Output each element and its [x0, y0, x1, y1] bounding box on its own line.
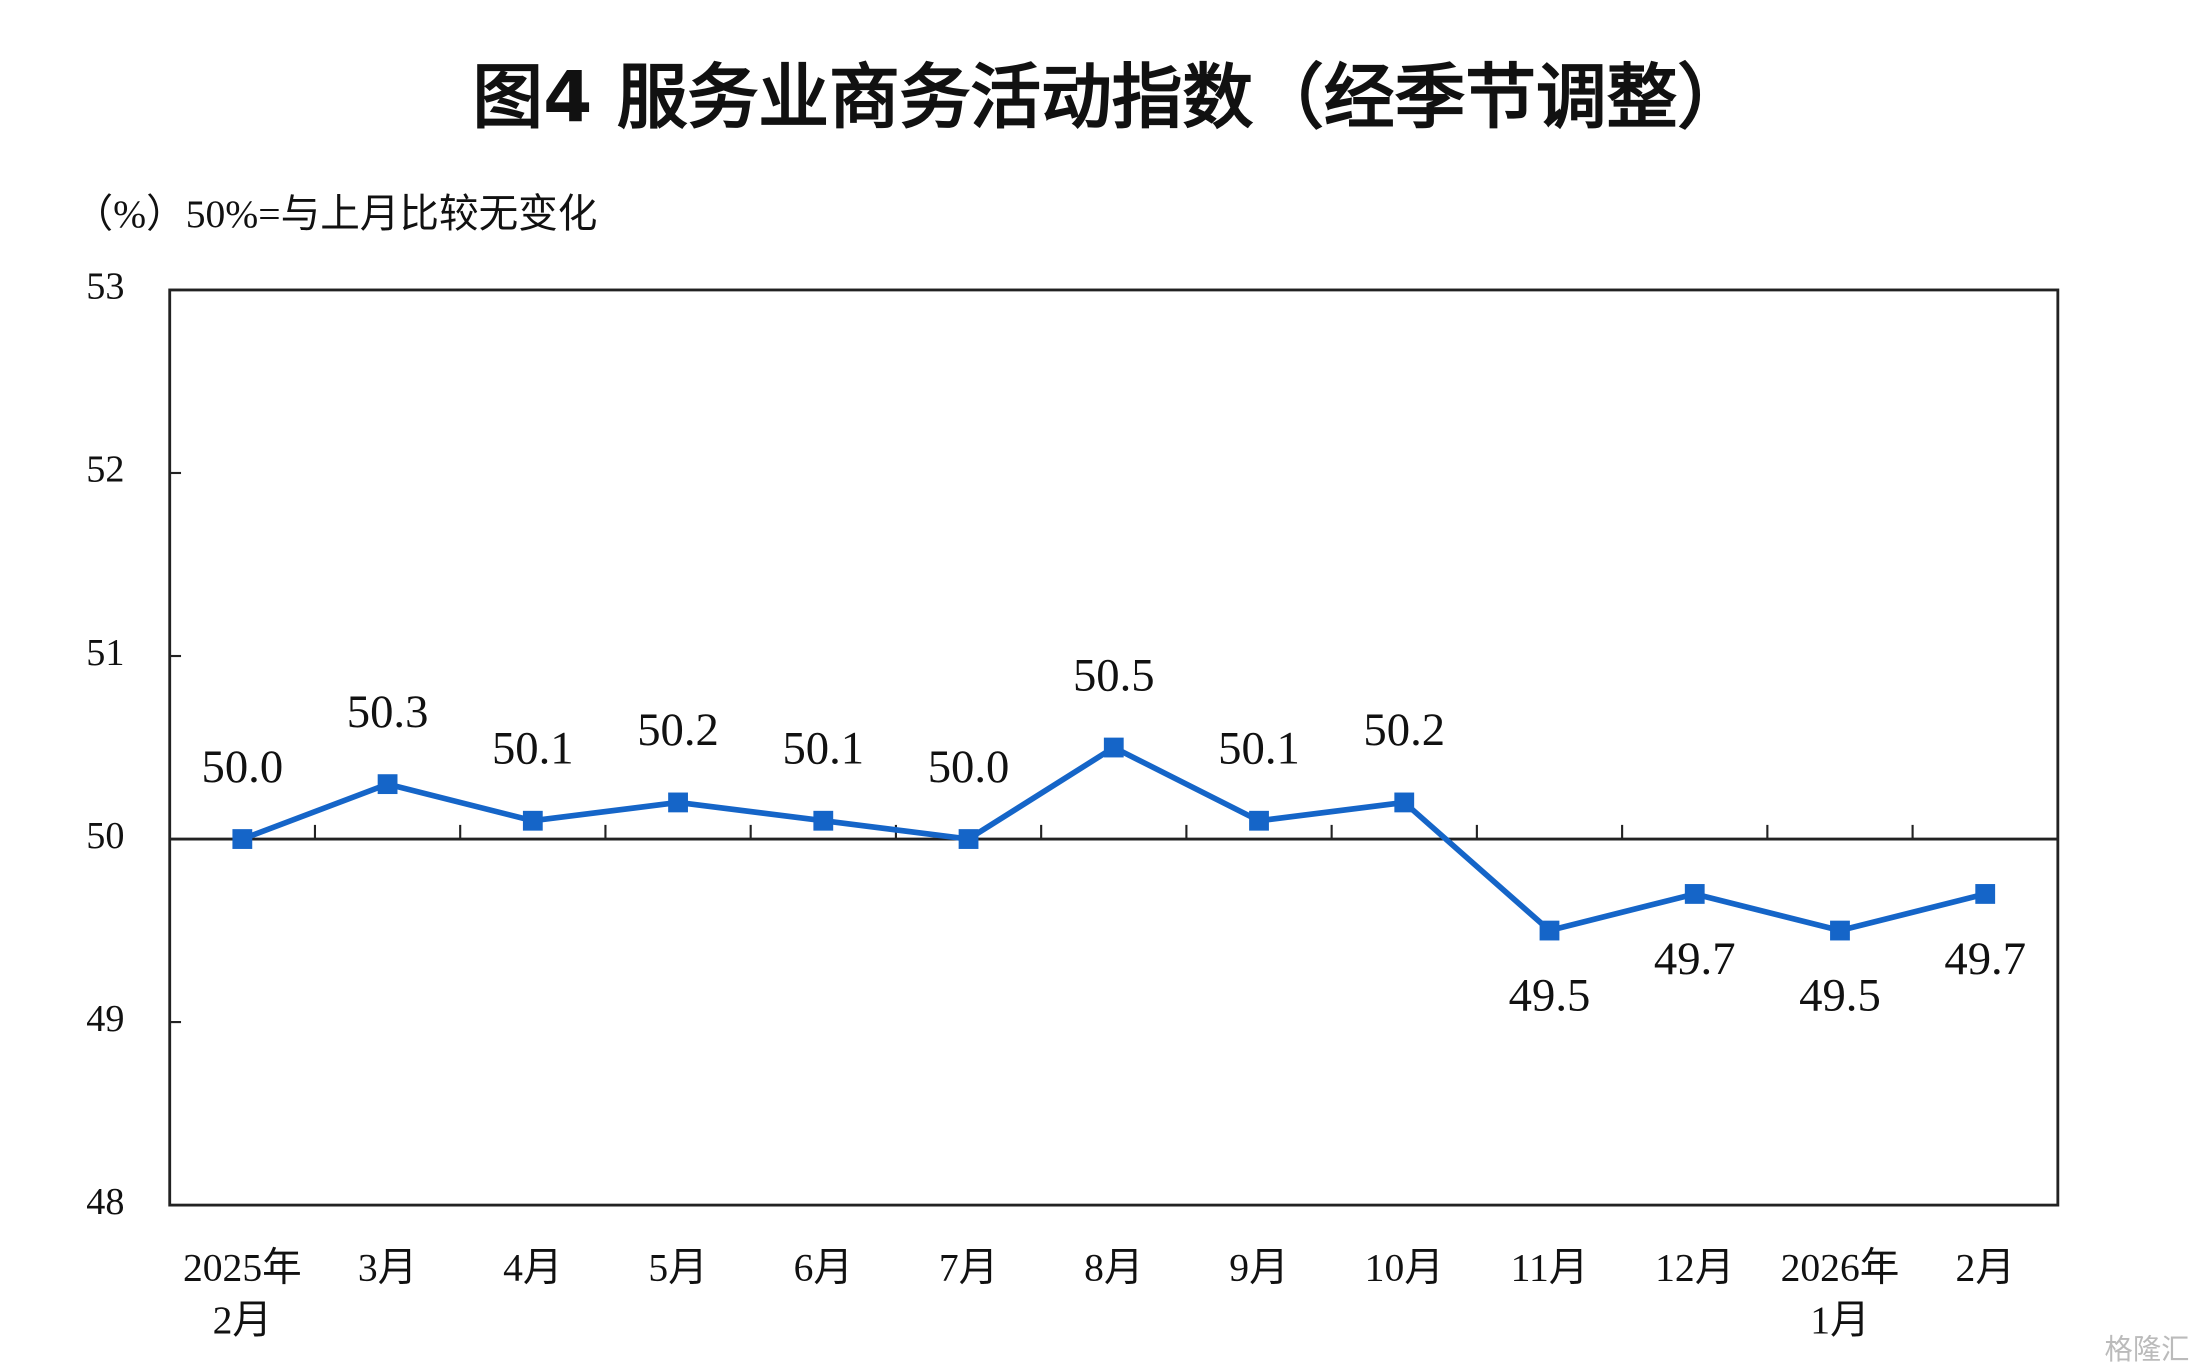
x-tick-label: 2026年: [1781, 1246, 1900, 1290]
marker: [958, 829, 979, 849]
x-tick-label: 8月: [1084, 1246, 1143, 1290]
value-label: 49.7: [1654, 933, 1736, 985]
marker: [522, 810, 543, 831]
marker: [1975, 884, 1996, 904]
x-tick-label: 2月: [213, 1298, 272, 1342]
marker: [1394, 792, 1415, 813]
value-label: 50.1: [782, 723, 864, 775]
y-tick-label: 49: [86, 998, 124, 1040]
marker: [1539, 920, 1560, 941]
value-label: 50.1: [1218, 723, 1300, 775]
value-label: 50.0: [928, 741, 1010, 793]
x-tick-label: 1月: [1810, 1298, 1869, 1342]
value-label: 49.5: [1509, 970, 1591, 1022]
value-label: 50.2: [1363, 704, 1445, 756]
watermark: 格隆汇: [2105, 1333, 2190, 1366]
x-tick-label: 5月: [648, 1246, 707, 1290]
x-tick-label: 4月: [503, 1246, 562, 1290]
marker: [1830, 920, 1850, 941]
x-tick-label: 12月: [1655, 1246, 1734, 1290]
x-tick-label: 2025年: [183, 1246, 302, 1290]
y-tick-label: 50: [86, 815, 124, 857]
plot-frame: [168, 288, 2060, 1207]
y-tick-label: 48: [86, 1181, 124, 1223]
value-label: 50.5: [1073, 649, 1155, 701]
value-label: 50.0: [202, 741, 284, 793]
x-tick-label: 10月: [1365, 1246, 1444, 1290]
value-label: 49.7: [1944, 933, 2026, 985]
x-tick-label: 11月: [1511, 1246, 1589, 1290]
x-tick-label: 3月: [358, 1246, 417, 1290]
y-axis-label: （%）50%=与上月比较无变化: [74, 192, 598, 236]
value-label: 50.3: [347, 686, 429, 738]
marker: [668, 792, 688, 813]
value-label: 50.2: [637, 704, 719, 756]
marker: [377, 774, 398, 795]
y-tick-label: 53: [86, 266, 124, 308]
marker: [232, 829, 253, 849]
value-label: 49.5: [1799, 970, 1881, 1022]
marker: [813, 810, 834, 831]
value-label: 50.1: [492, 723, 574, 775]
marker: [1684, 884, 1705, 904]
marker: [1249, 810, 1269, 831]
y-tick-label: 52: [86, 449, 124, 491]
x-tick-label: 6月: [794, 1246, 853, 1290]
x-tick-label: 7月: [939, 1246, 998, 1290]
y-tick-label: 51: [86, 632, 124, 674]
x-tick-label: 2月: [1956, 1246, 2015, 1290]
x-tick-label: 9月: [1229, 1246, 1288, 1290]
chart-title: 图4 服务业商务活动指数（经季节调整）: [472, 55, 1748, 138]
marker: [1103, 737, 1124, 758]
